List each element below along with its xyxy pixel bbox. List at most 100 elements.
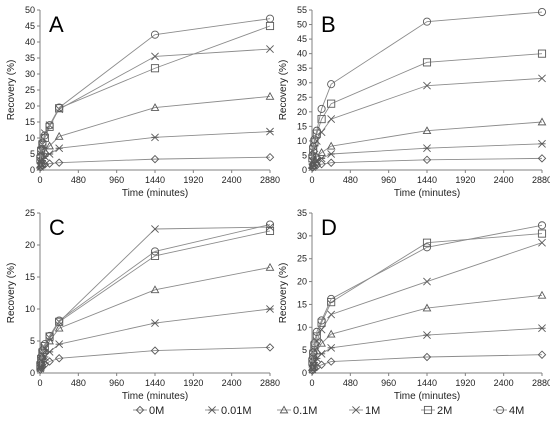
series-line	[311, 294, 543, 368]
series-4M	[308, 221, 547, 364]
x-tick-label: 0	[309, 378, 314, 388]
y-tick-label: 0	[30, 165, 35, 175]
y-tick-label: 45	[297, 34, 307, 44]
y-axis-label: Recovery (%)	[278, 60, 289, 121]
data-point	[422, 17, 432, 26]
data-point	[537, 350, 547, 359]
y-tick-label: 20	[25, 240, 35, 250]
legend-label: 0M	[149, 405, 164, 417]
chart-panel-a: 0 5 10 15 20 25 30 35 40 45 50 0 480 960 1440 1920 2400 2…	[6, 5, 280, 199]
data-point	[150, 64, 160, 73]
data-point	[38, 138, 47, 147]
legend-entry-0.01M: 0.01M	[205, 405, 252, 417]
y-tick-label: 0	[302, 368, 307, 378]
data-point	[54, 354, 64, 363]
legend-label: 0.1M	[293, 405, 317, 417]
data-point	[326, 329, 336, 338]
data-point	[538, 74, 546, 83]
data-point	[422, 303, 432, 312]
y-axis-label: Recovery (%)	[278, 263, 289, 324]
y-tick-label: 30	[297, 78, 307, 88]
data-point	[36, 153, 45, 162]
data-point	[423, 81, 431, 90]
data-point	[423, 277, 431, 286]
x-tick-label: 1920	[183, 175, 203, 185]
y-tick-label: 5	[302, 150, 307, 160]
data-point	[422, 352, 432, 362]
x-tick-label: 480	[71, 175, 86, 185]
data-point	[150, 247, 160, 256]
y-tick-label: 10	[297, 322, 307, 332]
legend-marker	[208, 406, 216, 414]
data-point	[308, 362, 317, 371]
data-point	[54, 158, 64, 167]
series-line	[39, 308, 271, 369]
series-line	[39, 25, 271, 159]
panel-label: D	[321, 215, 337, 240]
series-line	[39, 346, 271, 370]
y-tick-label: 25	[25, 208, 35, 218]
x-tick-label: 2400	[222, 378, 242, 388]
legend-entry-0M: 0M	[133, 405, 164, 417]
y-tick-label: 0	[30, 368, 35, 378]
data-point	[422, 155, 432, 165]
y-tick-label: 35	[297, 63, 307, 73]
data-point	[54, 131, 64, 140]
data-point	[37, 145, 46, 154]
series-1M	[308, 238, 546, 368]
data-point	[150, 285, 160, 294]
data-point	[317, 360, 326, 370]
panel-label: C	[49, 215, 65, 240]
y-tick-label: 15	[25, 272, 35, 282]
series-0M	[308, 154, 547, 172]
data-point	[422, 58, 432, 67]
series-4M	[308, 7, 547, 160]
data-point	[422, 243, 432, 252]
x-tick-label: 2400	[494, 378, 514, 388]
data-point	[309, 348, 318, 357]
data-point	[38, 348, 47, 357]
data-point	[317, 104, 326, 113]
data-point	[45, 357, 54, 366]
data-point	[151, 225, 159, 233]
data-point	[265, 220, 275, 229]
data-point	[538, 324, 546, 333]
legend-label: 0.01M	[221, 405, 252, 417]
legend-entry-1M: 1M	[349, 405, 380, 417]
series-4M	[36, 14, 275, 162]
series-line	[39, 224, 271, 364]
x-tick-label: 2880	[260, 378, 280, 388]
legend-entry-0.1M: 0.1M	[277, 405, 317, 417]
y-axis-label: Recovery (%)	[6, 60, 17, 121]
data-point	[308, 359, 317, 368]
x-tick-label: 1440	[145, 378, 165, 388]
data-point	[327, 294, 336, 303]
legend-marker	[495, 405, 505, 415]
legend-label: 4M	[509, 405, 524, 417]
data-point	[312, 126, 321, 135]
data-point	[326, 357, 336, 366]
data-point	[327, 115, 336, 124]
data-point	[326, 141, 336, 150]
data-point	[327, 310, 336, 319]
y-tick-label: 20	[297, 277, 307, 287]
y-tick-label: 50	[297, 20, 307, 30]
series-line	[39, 95, 271, 166]
panel-label: B	[321, 12, 336, 37]
x-tick-label: 1440	[417, 378, 437, 388]
data-point	[312, 152, 322, 161]
data-point	[317, 338, 326, 347]
x-tick-label: 960	[381, 175, 396, 185]
chart-panel-d: 0 5 10 15 20 25 30 35 0 480 960 1440 1920 2400 2880 Tim…	[278, 208, 550, 402]
data-point	[150, 30, 160, 39]
series-0M	[36, 343, 275, 375]
y-tick-label: 40	[25, 37, 35, 47]
x-tick-label: 960	[109, 175, 124, 185]
x-tick-label: 2880	[260, 175, 280, 185]
x-tick-label: 0	[37, 378, 42, 388]
legend: 0M 0.01M 0.1M 1M 2M 4M	[133, 405, 524, 417]
y-tick-label: 10	[25, 304, 35, 314]
series-4M	[36, 220, 275, 368]
